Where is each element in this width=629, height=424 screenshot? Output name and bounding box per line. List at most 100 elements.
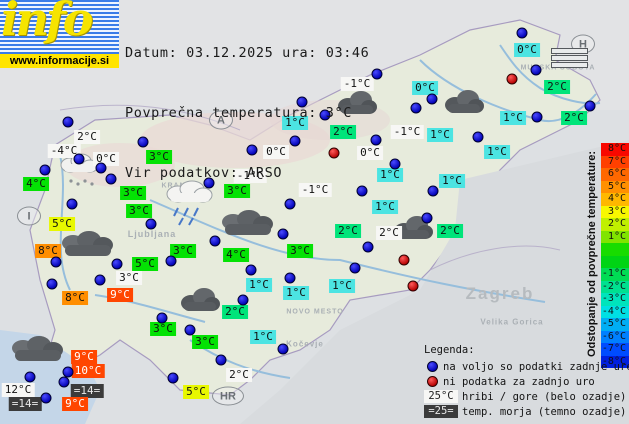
data-available-dot — [58, 376, 70, 388]
data-available-dot — [349, 262, 361, 274]
station-temp-label: 2°C — [330, 125, 356, 139]
station-temp-label: 3°C — [192, 335, 218, 349]
station-temp-label: 9°C — [62, 397, 88, 411]
dark-cloud-icon — [442, 88, 486, 118]
website-link[interactable]: www.informacije.si — [0, 54, 119, 68]
station-temp-label: 4°C — [23, 177, 49, 191]
dark-cloud-icon — [335, 89, 379, 119]
station-temp-label: 1°C — [377, 168, 403, 182]
no-data-dot — [506, 73, 518, 85]
station-temp-label: 3°C — [287, 244, 313, 258]
scale-cell: 3°C — [601, 205, 629, 218]
scale-cell: 7°C — [601, 155, 629, 168]
city-label: Ljubljana — [127, 229, 177, 239]
legend-item-text: temp. morja (temno ozadje) — [462, 405, 627, 418]
station-temp-label: -1°C — [340, 77, 374, 91]
data-available-dot — [46, 278, 58, 290]
legend-item: =25= temp. morja (temno ozadje) — [424, 404, 629, 419]
station-temp-label: 2°C — [335, 224, 361, 238]
dark-cloud-icon — [59, 229, 117, 263]
legend-item-text: hribi / gore (belo ozadje) — [462, 390, 627, 403]
station-temp-label: 9°C — [71, 350, 97, 364]
header-temp-line: Povprečna temperatura: 3°C — [125, 105, 352, 121]
city-label: Zagreb — [465, 284, 535, 303]
data-available-dot — [277, 343, 289, 355]
legend-item-text: na voljo so podatki zadnje ure — [443, 360, 629, 373]
data-available-dot — [73, 153, 85, 165]
station-temp-label: -1°C — [390, 125, 424, 139]
station-temp-label: 5°C — [183, 385, 209, 399]
data-available-dot — [319, 109, 331, 121]
temperature-scale: 8°C 7°C 6°C 5°C 4°C 3°C 2°C 1°C -1°C -2°C -3°C -4°C… — [601, 143, 629, 368]
data-available-dot — [165, 255, 177, 267]
no-data-dot — [328, 147, 340, 159]
city-label: Velika Gorica — [480, 317, 544, 327]
no-data-dot — [398, 254, 410, 266]
station-temp-label: 1°C — [500, 111, 526, 125]
data-available-dot — [145, 218, 157, 230]
data-available-dot — [184, 324, 196, 336]
station-temp-label: 0°C — [357, 146, 383, 160]
data-available-dot — [237, 294, 249, 306]
station-temp-label: -4°C — [47, 144, 81, 158]
logo-title: info — [1, 0, 93, 46]
sea-temp-sample-box: =25= — [424, 405, 458, 418]
station-temp-label: 3°C — [170, 244, 196, 258]
data-available-dot — [24, 371, 36, 383]
data-available-dot — [94, 274, 106, 286]
station-temp-label: 3°C — [150, 322, 176, 336]
station-temp-label: 3°C — [120, 186, 146, 200]
data-available-dot — [111, 258, 123, 270]
legend-item: na voljo so podatki zadnje ure — [424, 359, 629, 374]
data-available-dot — [356, 185, 368, 197]
data-available-dot — [246, 144, 258, 156]
station-temp-label: 10°C — [71, 364, 105, 378]
scale-title: Odstopanje od povprečne temperature: — [586, 151, 598, 357]
scale-cell: -1°C — [601, 268, 629, 281]
rain-cloud-icon — [162, 180, 218, 230]
red-dot-icon — [427, 376, 438, 387]
data-available-dot — [584, 100, 596, 112]
data-available-dot — [284, 198, 296, 210]
data-available-dot — [530, 64, 542, 76]
legend-item: ni podatka za zadnjo uro — [424, 374, 629, 389]
logo-banner: info — [0, 0, 119, 54]
station-temp-label: 1°C — [484, 145, 510, 159]
legend: Legenda: na voljo so podatki zadnje ure n… — [424, 344, 629, 419]
mountain-sample-box: 25°C — [424, 390, 458, 403]
data-available-dot — [289, 135, 301, 147]
city-label: MURSKA SOBOTA — [520, 64, 596, 72]
data-available-dot — [62, 366, 74, 378]
site-logo: info www.informacije.si — [0, 0, 119, 68]
station-temp-label: 1°C — [439, 174, 465, 188]
header-source-line: Vir podatkov: ARSO — [125, 165, 283, 181]
no-data-dot — [407, 280, 419, 292]
data-available-dot — [105, 173, 117, 185]
header-info: Datum: 03.12.2025 ura: 03:46 Povprečna t… — [125, 3, 369, 223]
dark-cloud-icon — [219, 208, 277, 242]
station-temp-label: =14= — [70, 384, 104, 398]
data-available-dot — [389, 158, 401, 170]
scale-cell: 5°C — [601, 180, 629, 193]
country-badge: HR — [212, 386, 244, 406]
scale-cell: -5°C — [601, 318, 629, 331]
station-temp-label: 3°C — [146, 150, 172, 164]
station-temp-label: 4°C — [223, 248, 249, 262]
legend-items: na voljo so podatki zadnje ure ni podatka… — [424, 359, 629, 419]
station-temp-label: 1°C — [372, 200, 398, 214]
data-available-dot — [421, 212, 433, 224]
data-available-dot — [40, 392, 52, 404]
country-badge: A — [209, 110, 233, 130]
scale-cell: -8°C — [601, 355, 629, 368]
data-available-dot — [66, 198, 78, 210]
data-available-dot — [426, 93, 438, 105]
city-label: NOVO MESTO — [286, 308, 344, 316]
station-temp-label: 5°C — [49, 217, 75, 231]
data-available-dot — [137, 136, 149, 148]
station-temp-label: 0°C — [263, 145, 289, 159]
legend-item: 25°C hribi / gore (belo ozadje) — [424, 389, 629, 404]
station-temp-label: 1°C — [427, 128, 453, 142]
station-temp-label: 1°C — [329, 279, 355, 293]
